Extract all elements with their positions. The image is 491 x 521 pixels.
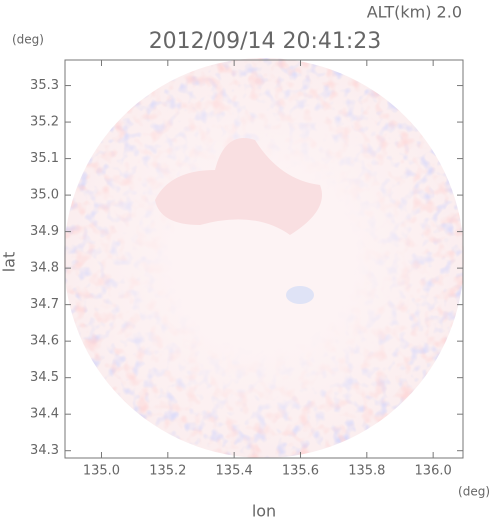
y-tick-label: 35.3 — [30, 78, 59, 93]
x-tick-label: 135.8 — [348, 464, 385, 479]
y-tick-label: 34.5 — [30, 370, 59, 385]
plot-frame — [64, 59, 464, 459]
chart-title: 2012/09/14 20:41:23 — [149, 29, 382, 54]
y-tick-label: 34.7 — [30, 297, 59, 312]
x-tick-label: 135.6 — [282, 464, 319, 479]
y-tick-label: 35.2 — [30, 115, 59, 130]
y-tick-label: 34.3 — [30, 443, 59, 458]
x-axis-label: lon — [252, 502, 276, 521]
y-tick-label: 35.1 — [30, 151, 59, 166]
y-tick-label: 34.6 — [30, 334, 59, 349]
y-tick-label: 34.4 — [30, 407, 59, 422]
x-unit: (deg) — [458, 485, 490, 499]
subtitle: ALT(km) 2.0 — [367, 3, 462, 22]
y-tick-label: 35.0 — [30, 188, 59, 203]
y-tick-label: 34.9 — [30, 224, 59, 239]
x-tick-label: 135.4 — [216, 464, 253, 479]
y-tick-label: 34.8 — [30, 261, 59, 276]
x-tick-label: 135.2 — [149, 464, 186, 479]
y-unit: (deg) — [12, 33, 44, 47]
y-axis-label: lat — [0, 252, 19, 273]
x-tick-label: 135.0 — [83, 464, 120, 479]
radar-field — [64, 58, 464, 458]
x-tick-label: 136.0 — [415, 464, 452, 479]
